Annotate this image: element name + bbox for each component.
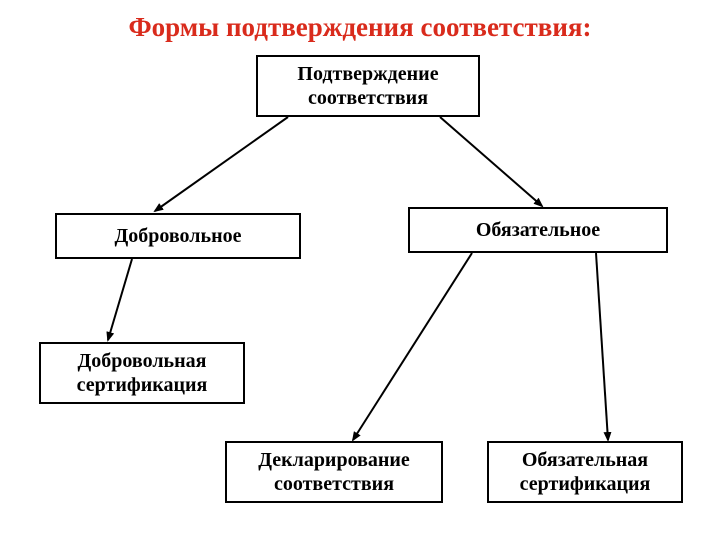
edge-arrow (353, 253, 472, 440)
node-root: Подтверждение соответствия (256, 55, 480, 117)
node-mandatory-certification: Обязательная сертификация (487, 441, 683, 503)
node-vol-cert-label: Добровольная сертификация (41, 349, 243, 397)
node-mand-cert-label: Обязательная сертификация (489, 448, 681, 496)
edge-arrow (108, 259, 132, 340)
edge-arrow (596, 253, 608, 440)
node-root-label: Подтверждение соответствия (258, 62, 478, 110)
edge-arrow (440, 117, 542, 206)
node-mandatory-label: Обязательное (476, 218, 600, 242)
node-declaration: Декларирование соответствия (225, 441, 443, 503)
node-voluntary-certification: Добровольная сертификация (39, 342, 245, 404)
node-declaration-label: Декларирование соответствия (227, 448, 441, 496)
node-voluntary: Добровольное (55, 213, 301, 259)
diagram-title: Формы подтверждения соответствия: (0, 12, 720, 43)
node-voluntary-label: Добровольное (115, 224, 242, 248)
edge-arrow (155, 117, 288, 211)
title-text: Формы подтверждения соответствия: (128, 12, 591, 42)
node-mandatory: Обязательное (408, 207, 668, 253)
